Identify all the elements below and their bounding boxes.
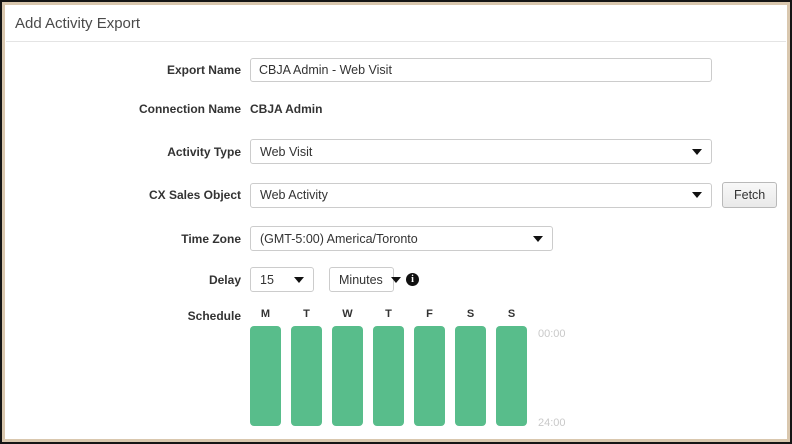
schedule-bar-sun[interactable] (496, 326, 527, 426)
delay-unit-select[interactable]: Minutes (329, 267, 401, 292)
chevron-down-icon (692, 192, 702, 198)
day-label-fri: F (426, 308, 433, 320)
delay-label: Delay (208, 272, 241, 287)
header-divider (6, 41, 786, 42)
schedule-bar-thu[interactable] (373, 326, 404, 426)
row-schedule: Schedule M T W T F S S (5, 308, 787, 429)
day-label-sun: S (507, 308, 516, 320)
info-icon[interactable]: i (406, 273, 419, 286)
chevron-down-icon (692, 148, 702, 155)
cx-sales-object-label: CX Sales Object (148, 188, 241, 202)
delay-value-select[interactable]: 15 (250, 267, 314, 292)
export-name-input[interactable] (250, 58, 712, 82)
schedule-bars (250, 326, 537, 426)
page-title: Add Activity Export (15, 15, 141, 32)
time-zone-selected-value: (GMT-5:00) America/Toronto (260, 231, 418, 246)
chevron-down-icon (533, 235, 543, 242)
row-delay: Delay 15 Minutes i (5, 267, 787, 292)
schedule-bar-wed[interactable] (332, 326, 363, 426)
activity-type-label: Activity Type (167, 144, 241, 159)
time-zone-label: Time Zone (181, 231, 241, 246)
connection-name-label: Connection Name (138, 102, 241, 116)
time-zone-select[interactable]: (GMT-5:00) America/Toronto (250, 226, 553, 251)
row-connection-name: Connection Name CBJA Admin (5, 102, 787, 116)
export-name-label: Export Name (166, 63, 241, 77)
row-export-name: Export Name (5, 58, 787, 82)
time-start-label: 00:00 (538, 328, 566, 340)
delay-selected-value: 15 (260, 272, 274, 287)
schedule-bar-fri[interactable] (414, 326, 445, 426)
day-label-thu: T (385, 308, 392, 320)
row-time-zone: Time Zone (GMT-5:00) America/Toronto (5, 226, 787, 251)
schedule-bar-sat[interactable] (455, 326, 486, 426)
form-area: Export Name Connection Name CBJA Admin A… (5, 42, 787, 429)
day-label-mon: M (260, 308, 271, 320)
schedule-time-axis: 00:00 24:00 (538, 308, 566, 429)
fetch-button[interactable]: Fetch (722, 182, 778, 208)
row-activity-type: Activity Type Web Visit (5, 139, 787, 164)
schedule-widget: M T W T F S S (250, 308, 566, 429)
activity-type-selected-value: Web Visit (260, 144, 313, 159)
row-cx-sales-object: CX Sales Object Web Activity Fetch (5, 182, 787, 208)
day-label-sat: S (466, 308, 475, 320)
cx-sales-object-select[interactable]: Web Activity (250, 182, 712, 208)
connection-name-value: CBJA Admin (250, 102, 323, 116)
schedule-day-labels: M T W T F S S (250, 308, 537, 320)
cx-sales-object-selected-value: Web Activity (260, 188, 328, 202)
chevron-down-icon (294, 276, 304, 283)
day-label-wed: W (342, 308, 353, 320)
time-end-label: 24:00 (538, 417, 566, 429)
schedule-label: Schedule (187, 309, 241, 323)
delay-unit-selected-value: Minutes (339, 272, 383, 287)
day-label-tue: T (303, 308, 310, 320)
chevron-down-icon (390, 276, 401, 283)
schedule-grid: M T W T F S S (250, 308, 537, 426)
schedule-bar-mon[interactable] (250, 326, 281, 426)
activity-type-select[interactable]: Web Visit (250, 139, 712, 164)
schedule-bar-tue[interactable] (291, 326, 322, 426)
